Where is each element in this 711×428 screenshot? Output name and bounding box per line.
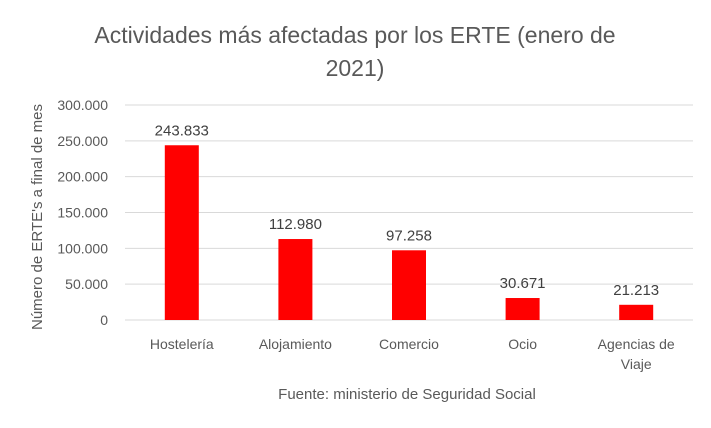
data-labels: 243.833 112.980 97.258 30.671 21.213 [155, 122, 659, 299]
data-label: 97.258 [386, 227, 432, 244]
y-axis-label: Número de ERTE's a final de mes [29, 104, 46, 330]
bar-4 [619, 304, 654, 320]
data-label: 30.671 [500, 275, 546, 292]
y-tick-label: 50.000 [65, 276, 108, 292]
bars [164, 145, 654, 320]
y-tick-label: 250.000 [57, 133, 108, 149]
y-tick-label: 0 [100, 312, 108, 328]
data-label: 112.980 [269, 216, 322, 233]
bar-2 [392, 250, 426, 320]
chart-title-line-2: 2021) [326, 55, 385, 81]
x-tick-label: Comercio [379, 336, 439, 352]
x-axis-ticks: Hostelería Alojamiento Comercio Ocio Agencia… [150, 336, 675, 372]
y-tick-label: 100.000 [57, 240, 108, 256]
bar-1 [278, 239, 313, 320]
y-tick-label: 200.000 [57, 169, 108, 185]
bar-3 [505, 298, 540, 320]
x-tick-label: Agencias de [598, 336, 675, 352]
x-tick-label: Alojamiento [259, 336, 332, 352]
y-tick-label: 150.000 [57, 205, 108, 221]
data-label: 243.833 [155, 122, 209, 139]
x-tick-label: Hostelería [150, 336, 214, 352]
data-label: 21.213 [613, 282, 659, 299]
x-axis-label: Fuente: ministerio de Seguridad Social [278, 386, 536, 403]
y-tick-label: 300.000 [57, 97, 108, 113]
x-tick-label: Ocio [508, 336, 537, 352]
chart-title-line-1: Actividades más afectadas por los ERTE (… [94, 22, 615, 48]
y-axis-ticks: 0 50.000 100.000 150.000 200.000 250.000 300.0… [57, 97, 108, 328]
x-tick-label: Viaje [621, 356, 652, 372]
bar-0 [164, 145, 199, 320]
chart-title: Actividades más afectadas por los ERTE (… [94, 22, 615, 81]
gridlines [125, 104, 693, 321]
